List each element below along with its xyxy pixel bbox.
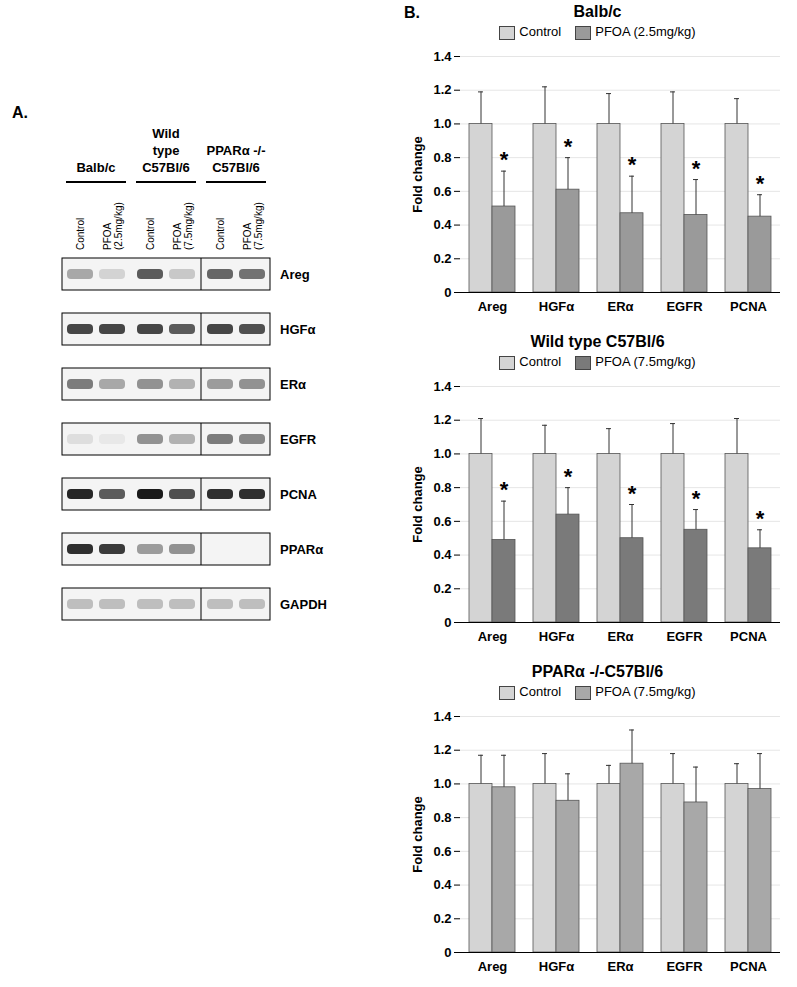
svg-text:EGFR: EGFR bbox=[666, 959, 703, 974]
svg-text:(7.5mg/kg): (7.5mg/kg) bbox=[183, 202, 194, 250]
html-text:PFOA (7.5mg/kg): PFOA (7.5mg/kg) bbox=[595, 684, 696, 700]
html-text:PFOA (2.5mg/kg): PFOA (2.5mg/kg) bbox=[595, 24, 696, 40]
svg-text:ERα: ERα bbox=[607, 299, 633, 314]
html-text:Wild type C57Bl/6: Wild type C57Bl/6 bbox=[530, 333, 665, 350]
svg-text:PPARα -/-: PPARα -/- bbox=[206, 143, 265, 158]
svg-text:1.2: 1.2 bbox=[433, 412, 451, 427]
svg-text:EGFR: EGFR bbox=[280, 432, 317, 447]
svg-text:1.0: 1.0 bbox=[433, 446, 451, 461]
svg-text:ERα: ERα bbox=[607, 959, 633, 974]
svg-text:1.4: 1.4 bbox=[433, 709, 452, 724]
svg-text:0.6: 0.6 bbox=[433, 514, 451, 529]
svg-text:C57Bl/6: C57Bl/6 bbox=[212, 160, 260, 175]
svg-text:*: * bbox=[500, 477, 509, 502]
svg-text:*: * bbox=[564, 464, 573, 489]
svg-text:C57Bl/6: C57Bl/6 bbox=[142, 160, 190, 175]
svg-text:1.2: 1.2 bbox=[433, 82, 451, 97]
svg-text:1.4: 1.4 bbox=[433, 379, 452, 394]
svg-text:Areg: Areg bbox=[478, 299, 508, 314]
svg-text:EGFR: EGFR bbox=[666, 629, 703, 644]
svg-text:0.6: 0.6 bbox=[433, 184, 451, 199]
svg-text:Areg: Areg bbox=[280, 267, 310, 282]
svg-text:Wild: Wild bbox=[152, 126, 179, 141]
svg-text:ERα: ERα bbox=[607, 629, 633, 644]
svg-text:*: * bbox=[756, 506, 765, 531]
svg-text:Balb/c: Balb/c bbox=[76, 160, 115, 175]
svg-text:PFOA: PFOA bbox=[172, 222, 183, 250]
svg-text:PCNA: PCNA bbox=[730, 629, 767, 644]
html-text:PPARα -/-C57Bl/6: PPARα -/-C57Bl/6 bbox=[531, 663, 664, 680]
svg-text:0.6: 0.6 bbox=[433, 844, 451, 859]
svg-text:0.4: 0.4 bbox=[433, 877, 452, 892]
html-text:Balb/c: Balb/c bbox=[573, 3, 622, 20]
html-text:Control: Control bbox=[519, 684, 562, 700]
svg-text:0.2: 0.2 bbox=[433, 911, 451, 926]
html-text:PFOA (7.5mg/kg): PFOA (7.5mg/kg) bbox=[595, 354, 696, 370]
svg-text:*: * bbox=[692, 486, 701, 511]
svg-text:*: * bbox=[564, 134, 573, 159]
svg-text:PCNA: PCNA bbox=[730, 959, 767, 974]
svg-text:HGFα: HGFα bbox=[539, 299, 574, 314]
svg-text:0.8: 0.8 bbox=[433, 480, 451, 495]
svg-text:Fold change: Fold change bbox=[410, 796, 425, 873]
svg-text:type: type bbox=[153, 143, 180, 158]
svg-text:A.: A. bbox=[12, 104, 28, 121]
svg-text:1.2: 1.2 bbox=[433, 742, 451, 757]
svg-text:1.0: 1.0 bbox=[433, 116, 451, 131]
svg-text:Control: Control bbox=[145, 218, 156, 250]
svg-text:EGFR: EGFR bbox=[666, 299, 703, 314]
html-text:Control: Control bbox=[519, 24, 562, 40]
svg-text:Areg: Areg bbox=[478, 959, 508, 974]
svg-text:Control: Control bbox=[75, 218, 86, 250]
svg-text:0.4: 0.4 bbox=[433, 547, 452, 562]
svg-text:0.8: 0.8 bbox=[433, 810, 451, 825]
svg-text:0: 0 bbox=[444, 285, 451, 300]
svg-text:PPARα: PPARα bbox=[280, 542, 323, 557]
svg-text:HGFα: HGFα bbox=[539, 629, 574, 644]
svg-text:0.2: 0.2 bbox=[433, 581, 451, 596]
svg-text:0.8: 0.8 bbox=[433, 150, 451, 165]
svg-text:PCNA: PCNA bbox=[280, 487, 317, 502]
svg-text:(7.5mg/kg): (7.5mg/kg) bbox=[253, 202, 264, 250]
svg-text:Control: Control bbox=[215, 218, 226, 250]
svg-text:0.4: 0.4 bbox=[433, 217, 452, 232]
html-text:B.: B. bbox=[404, 4, 420, 21]
svg-text:1.0: 1.0 bbox=[433, 776, 451, 791]
svg-text:*: * bbox=[692, 156, 701, 181]
svg-text:Areg: Areg bbox=[478, 629, 508, 644]
svg-text:*: * bbox=[628, 152, 637, 177]
svg-text:*: * bbox=[756, 171, 765, 196]
svg-text:0.2: 0.2 bbox=[433, 251, 451, 266]
html-text:Control: Control bbox=[519, 354, 562, 370]
svg-text:GAPDH: GAPDH bbox=[280, 597, 327, 612]
svg-text:0: 0 bbox=[444, 615, 451, 630]
svg-text:0: 0 bbox=[444, 945, 451, 960]
svg-text:HGFα: HGFα bbox=[539, 959, 574, 974]
svg-text:*: * bbox=[500, 147, 509, 172]
svg-text:HGFα: HGFα bbox=[280, 322, 315, 337]
svg-text:ERα: ERα bbox=[280, 377, 306, 392]
svg-text:Fold change: Fold change bbox=[410, 466, 425, 543]
svg-text:1.4: 1.4 bbox=[433, 49, 452, 64]
svg-text:(2.5mg/kg): (2.5mg/kg) bbox=[113, 202, 124, 250]
svg-text:*: * bbox=[628, 481, 637, 506]
svg-text:PFOA: PFOA bbox=[102, 222, 113, 250]
svg-text:PFOA: PFOA bbox=[242, 222, 253, 250]
svg-text:Fold change: Fold change bbox=[410, 136, 425, 213]
svg-text:PCNA: PCNA bbox=[730, 299, 767, 314]
